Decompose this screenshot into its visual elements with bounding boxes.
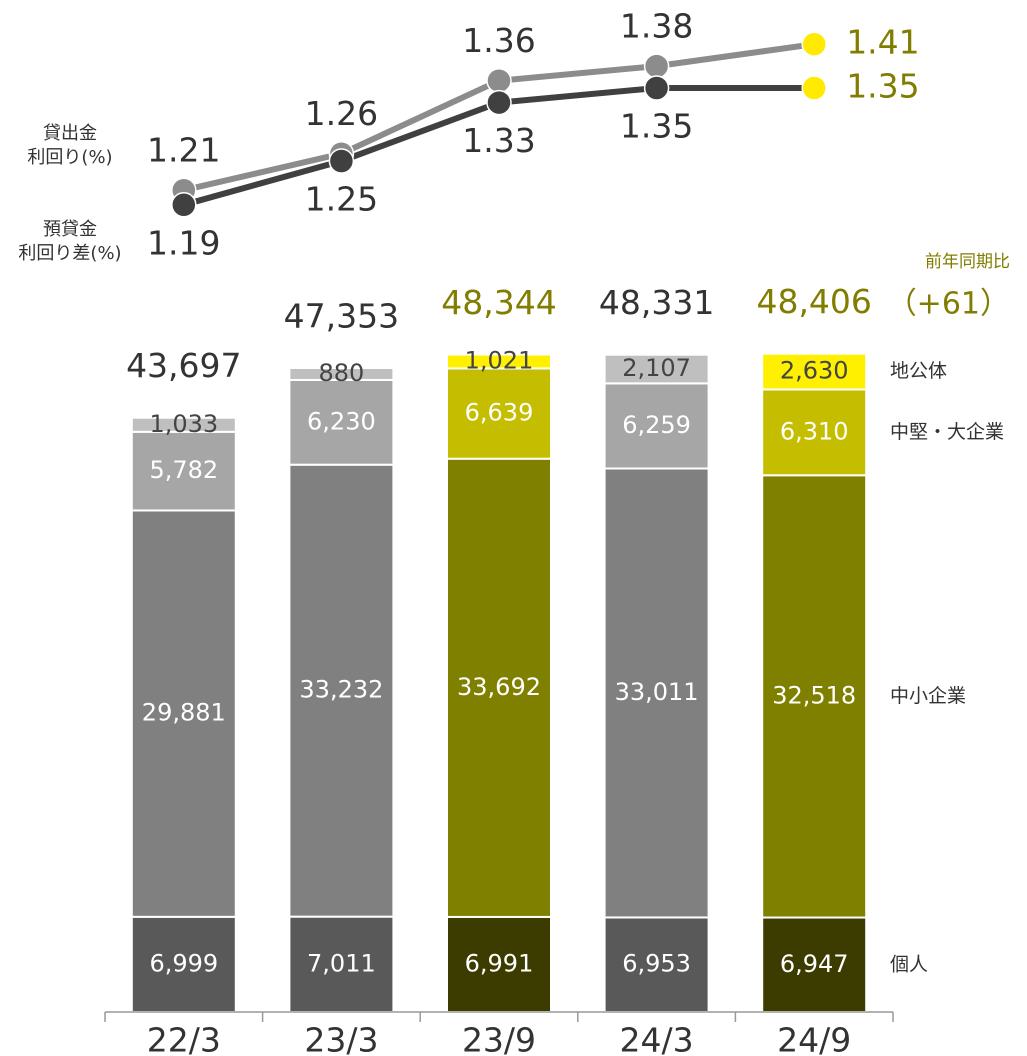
bar-segment	[446, 367, 552, 460]
value-label: 1,033	[149, 410, 218, 438]
bar-segment	[446, 353, 552, 370]
bar-segment	[130, 915, 237, 1013]
bar-segment	[761, 388, 868, 477]
value-label: 33,011	[615, 678, 699, 706]
value-label: 1.33	[462, 121, 535, 160]
legend-label: 中堅・大企業	[890, 421, 1004, 443]
bar-segment	[130, 416, 237, 433]
point	[486, 67, 512, 94]
value-label: 5,782	[149, 456, 218, 484]
point	[801, 31, 827, 57]
x-tick-label: 23/9	[462, 1021, 536, 1056]
value-label: 1.21	[147, 131, 220, 170]
value-label: 6,991	[465, 949, 534, 977]
point	[486, 89, 512, 116]
point	[643, 53, 670, 79]
value-label: 1.19	[147, 223, 220, 262]
value-label: 1.36	[462, 21, 535, 60]
annotation: （+61）	[887, 287, 1010, 322]
bar-segment	[603, 382, 710, 470]
value-label: 33,692	[457, 673, 541, 701]
value-label: 6,310	[780, 417, 849, 445]
bar-segment	[761, 474, 868, 919]
value-label: 1.41	[846, 23, 919, 62]
value-label: 880	[318, 359, 364, 387]
value-label: 29,881	[142, 699, 226, 727]
value-label: 1.25	[305, 180, 378, 219]
line	[183, 41, 815, 194]
bar-segment	[130, 509, 237, 918]
bar-segment	[288, 366, 395, 381]
total-label: 48,331	[599, 283, 714, 322]
bar-segment	[288, 378, 395, 466]
value-label: 1.26	[305, 94, 378, 133]
point	[171, 192, 197, 218]
x-tick-label: 23/3	[304, 1021, 378, 1056]
bar-segment	[761, 352, 868, 391]
total-label: 47,353	[284, 296, 399, 335]
value-label: 1.35	[846, 67, 919, 106]
value-label: 1.35	[620, 107, 693, 146]
point	[643, 75, 670, 101]
bar-segment	[603, 353, 710, 385]
x-tick-label: 22/3	[147, 1021, 221, 1056]
bar-segment	[603, 467, 710, 919]
series-name: 預貸金 利回り差(%)	[18, 219, 122, 264]
value-label: 2,107	[622, 354, 691, 382]
annotation: 前年同期比	[925, 252, 1010, 272]
legend-label: 個人	[890, 953, 928, 975]
x-tick-label: 24/3	[620, 1021, 694, 1056]
value-label: 6,999	[149, 949, 218, 977]
x-tick-label: 24/9	[777, 1021, 851, 1056]
value-label: 1.38	[620, 7, 693, 46]
point	[801, 75, 827, 101]
legend-label: 地公体	[890, 360, 947, 382]
value-label: 6,953	[622, 950, 691, 978]
value-label: 6,639	[465, 399, 534, 427]
value-label: 32,518	[772, 681, 856, 709]
total-label: 48,344	[441, 283, 556, 322]
value-label: 2,630	[780, 357, 849, 385]
series-name: 貸出金 利回り(%)	[27, 123, 113, 168]
value-label: 6,230	[307, 407, 376, 435]
value-label: 33,232	[299, 676, 383, 704]
value-label: 6,259	[622, 411, 691, 439]
point	[328, 148, 355, 174]
total-label: 48,406	[756, 282, 871, 321]
value-label: 1,021	[465, 346, 534, 374]
bar-segment	[288, 463, 395, 918]
value-label: 6,947	[780, 950, 849, 978]
value-label: 7,011	[307, 949, 376, 977]
bar-segment	[446, 915, 552, 1014]
legend-label: 中小企業	[890, 685, 966, 707]
total-label: 43,697	[126, 346, 241, 385]
